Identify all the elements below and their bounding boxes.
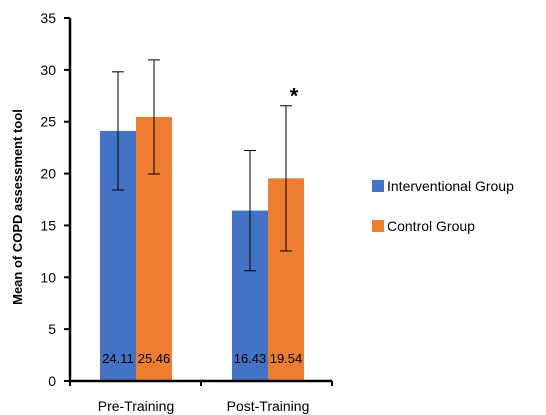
significance-marker: * — [290, 84, 299, 109]
category-labels: Pre-Training Post-Training — [98, 398, 310, 414]
data-labels: 24.11 25.46 16.43 19.54 — [102, 351, 302, 366]
y-tick-label-30: 30 — [40, 62, 56, 78]
error-bars — [112, 59, 292, 272]
y-axis-ticks: 0 5 10 15 20 25 30 35 — [40, 10, 70, 389]
y-tick-label-35: 35 — [40, 10, 56, 26]
y-axis-title: Mean of COPD assessment tool — [10, 109, 25, 305]
legend-swatch-1 — [372, 220, 384, 232]
legend-label-1: Control Group — [387, 218, 475, 234]
category-label-0: Pre-Training — [98, 398, 175, 414]
annotations: * — [290, 84, 299, 109]
y-tick-label-10: 10 — [40, 269, 56, 285]
category-label-1: Post-Training — [227, 398, 310, 414]
legend: Interventional Group Control Group — [372, 178, 514, 234]
data-label-1-0: 16.43 — [234, 351, 267, 366]
data-label-0-1: 25.46 — [138, 351, 171, 366]
y-tick-label-20: 20 — [40, 166, 56, 182]
legend-label-0: Interventional Group — [387, 178, 514, 194]
legend-swatch-0 — [372, 180, 384, 192]
y-tick-label-0: 0 — [48, 373, 56, 389]
data-label-1-1: 19.54 — [270, 351, 303, 366]
y-tick-label-15: 15 — [40, 217, 56, 233]
y-tick-label-25: 25 — [40, 114, 56, 130]
data-label-0-0: 24.11 — [102, 351, 134, 366]
bars — [100, 116, 304, 382]
x-axis-ticks — [69, 381, 333, 386]
y-tick-label-5: 5 — [48, 321, 56, 337]
